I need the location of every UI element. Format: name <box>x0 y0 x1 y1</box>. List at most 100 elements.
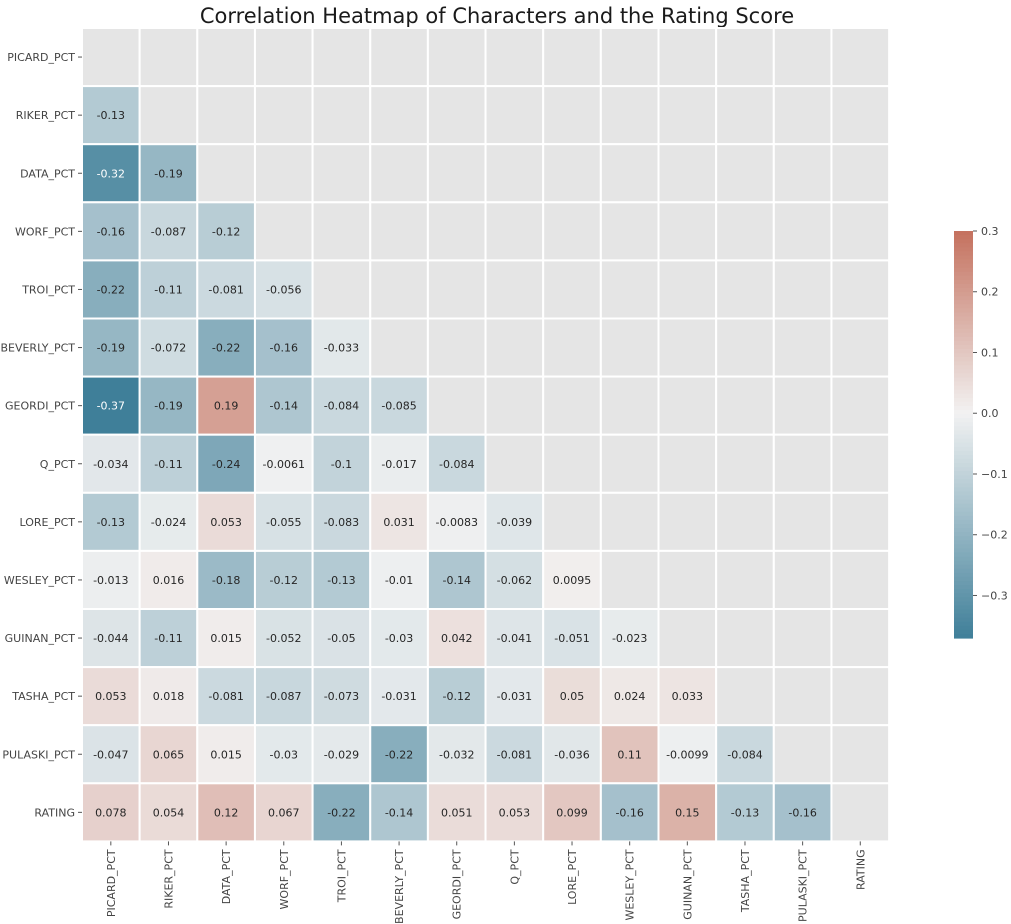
heatmap-cell-masked <box>657 317 718 378</box>
colorbar-tick-label: 0.3 <box>981 225 999 238</box>
x-tick-label: PICARD_PCT <box>105 849 118 917</box>
colorbar: −0.3 −0.2 −0.1 0.0 0.1 0.2 0.3 <box>954 225 1008 639</box>
cell-value-label: 0.015 <box>210 632 242 645</box>
heatmap-cell-masked <box>772 143 833 204</box>
heatmap-cell-masked <box>196 143 256 204</box>
heatmap-cell-masked <box>772 666 833 727</box>
cell-value-label: -0.19 <box>154 167 182 180</box>
x-tick-label: RATING <box>854 849 867 890</box>
y-axis-tick-labels: PICARD_PCT RIKER_PCT DATA_PCT WORF_PCT TROI_… <box>0 51 82 819</box>
heatmap-cell <box>253 317 314 378</box>
colorbar-segment <box>954 446 973 452</box>
x-tick-label: GUINAN_PCT <box>681 849 694 920</box>
cell-value-label: -0.023 <box>612 632 647 645</box>
heatmap-cell <box>196 201 256 262</box>
cell-value-label: -0.16 <box>270 342 298 355</box>
heatmap-cell-masked <box>599 433 660 494</box>
cell-value-label: -0.084 <box>439 458 474 471</box>
heatmap-cell <box>369 608 429 669</box>
heatmap-cell <box>599 782 660 843</box>
cell-value-label: -0.13 <box>97 109 125 122</box>
colorbar-segment <box>954 621 973 627</box>
colorbar-segment <box>954 462 973 468</box>
x-axis-tick-labels: PICARD_PCT RIKER_PCT DATA_PCT WORF_PCT TROI_… <box>105 841 867 924</box>
heatmap-cell <box>81 608 141 669</box>
cell-value-label: 0.042 <box>441 632 473 645</box>
colorbar-segment <box>954 438 973 444</box>
heatmap-cell-masked <box>830 375 891 436</box>
colorbar-segment <box>954 377 973 383</box>
colorbar-segment <box>954 597 973 602</box>
heatmap-cell <box>81 724 141 785</box>
cell-value-label: 0.067 <box>268 806 300 819</box>
cell-value-label: -0.0083 <box>435 516 477 529</box>
cell-value-label: -0.03 <box>270 748 298 761</box>
cell-value-label: -0.11 <box>154 283 182 296</box>
colorbar-segment <box>954 349 973 354</box>
heatmap-cell-masked <box>830 85 891 146</box>
cell-value-label: -0.12 <box>442 690 470 703</box>
heatmap-cell-masked <box>830 549 891 611</box>
y-tick-label: TROI_PCT <box>21 283 75 296</box>
cell-value-label: 0.024 <box>614 690 646 703</box>
heatmap-cell-masked <box>715 666 775 727</box>
heatmap-cell-masked <box>426 27 487 88</box>
colorbar-segment <box>954 524 973 529</box>
cell-value-label: -0.052 <box>266 632 301 645</box>
heatmap-cell-masked <box>369 27 429 88</box>
heatmap-cell <box>253 608 314 669</box>
heatmap-cell-masked <box>542 375 602 436</box>
heatmap-cell-masked <box>657 549 718 611</box>
heatmap-cell <box>138 375 199 436</box>
y-tick-label: WESLEY_PCT <box>4 574 75 587</box>
heatmap-cell-masked <box>830 491 891 552</box>
heatmap-cell <box>369 666 429 727</box>
cell-value-label: -0.032 <box>439 748 474 761</box>
heatmap-cell-masked <box>196 27 256 88</box>
heatmap-cell-masked <box>599 549 660 611</box>
heatmap-cell-masked <box>657 143 718 204</box>
heatmap-cell-masked <box>715 27 775 88</box>
colorbar-segment <box>954 308 973 313</box>
heatmap-cell-masked <box>715 317 775 378</box>
heatmap-cell-masked <box>426 201 487 262</box>
cell-value-label: -0.14 <box>442 574 470 587</box>
colorbar-segment <box>954 479 973 484</box>
cell-value-label: 0.015 <box>210 748 242 761</box>
colorbar-segment <box>954 418 973 423</box>
colorbar-segment <box>954 328 973 334</box>
heatmap-cell-masked <box>772 259 833 320</box>
heatmap-cell <box>657 666 718 727</box>
colorbar-segment <box>954 344 973 350</box>
colorbar-segment <box>954 552 973 558</box>
heatmap-cell-masked <box>830 724 891 785</box>
heatmap-cell-masked <box>542 317 602 378</box>
cell-value-label: -0.081 <box>208 690 243 703</box>
cell-value-label: -0.32 <box>97 167 125 180</box>
heatmap-cell-masked <box>715 433 775 494</box>
heatmap-cell-masked <box>772 375 833 436</box>
heatmap-cell-masked <box>253 85 314 146</box>
colorbar-segment <box>954 503 973 509</box>
cell-value-label: -0.19 <box>154 400 182 413</box>
colorbar-segment <box>954 235 973 240</box>
heatmap-cell-masked <box>657 433 718 494</box>
colorbar-segment <box>954 357 973 362</box>
heatmap-cell-masked <box>196 85 256 146</box>
heatmap-cell-masked <box>253 27 314 88</box>
cell-value-label: 0.053 <box>210 516 242 529</box>
cell-value-label: -0.083 <box>324 516 359 529</box>
heatmap-cell-masked <box>599 491 660 552</box>
cell-value-label: -0.084 <box>727 748 762 761</box>
cell-value-label: -0.039 <box>497 516 532 529</box>
colorbar-segment <box>954 568 973 574</box>
cell-value-label: 0.11 <box>617 748 642 761</box>
colorbar-segment <box>954 585 973 590</box>
cell-value-label: -0.05 <box>327 632 355 645</box>
cell-value-label: -0.081 <box>497 748 532 761</box>
heatmap-cell-masked <box>715 549 775 611</box>
heatmap-cell-masked <box>830 27 891 88</box>
cell-value-label: -0.22 <box>385 748 413 761</box>
heatmap-cell-masked <box>542 491 602 552</box>
cell-value-label: 0.078 <box>95 806 127 819</box>
